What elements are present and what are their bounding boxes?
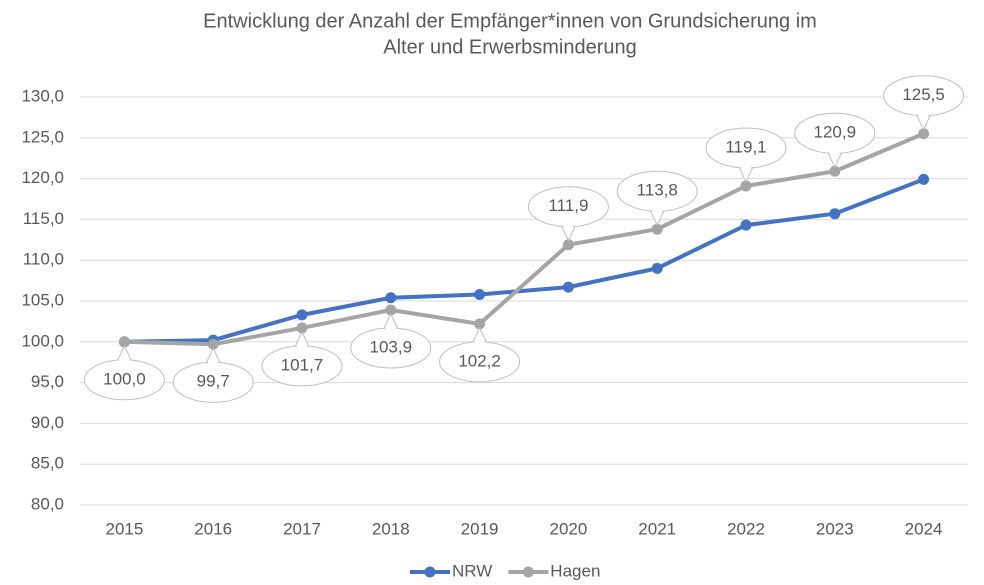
- x-tick-label: 2019: [461, 519, 499, 538]
- legend-marker: [424, 566, 436, 578]
- legend-label: NRW: [452, 561, 492, 580]
- callout-pointer-cover: [650, 206, 665, 224]
- point: [740, 180, 752, 192]
- data-label: 120,9: [814, 123, 857, 142]
- point: [918, 128, 930, 140]
- x-tick-label: 2018: [372, 519, 410, 538]
- x-tick-label: 2020: [549, 519, 587, 538]
- y-tick-label: 115,0: [23, 209, 64, 228]
- y-tick-label: 80,0: [31, 494, 64, 513]
- point: [829, 208, 841, 220]
- point: [829, 165, 841, 177]
- data-label: 99,7: [197, 372, 230, 391]
- point: [918, 173, 930, 185]
- callout-pointer-cover: [117, 347, 132, 365]
- y-tick-label: 90,0: [31, 413, 64, 432]
- data-label: 119,1: [725, 137, 766, 156]
- callout-pointer-cover: [383, 315, 398, 333]
- point: [651, 262, 663, 274]
- point: [296, 322, 308, 334]
- data-label: 100,0: [103, 369, 146, 388]
- legend-label: Hagen: [550, 561, 600, 580]
- callout-pointer-cover: [827, 148, 842, 166]
- point: [385, 292, 397, 304]
- y-tick-label: 110,0: [23, 250, 64, 269]
- data-label: 102,2: [458, 351, 501, 370]
- x-tick-label: 2023: [816, 519, 854, 538]
- y-tick-label: 95,0: [31, 372, 64, 391]
- y-tick-label: 130,0: [21, 86, 64, 105]
- x-tick-label: 2022: [727, 519, 765, 538]
- point: [474, 318, 486, 330]
- point: [385, 304, 397, 316]
- data-label: 111,9: [548, 196, 588, 215]
- point: [651, 223, 663, 235]
- callout-pointer-cover: [206, 350, 221, 368]
- point: [562, 281, 574, 293]
- point: [296, 309, 308, 321]
- series-line: [124, 177, 925, 344]
- chart-title: Alter und Erwerbsminderung: [383, 36, 636, 58]
- x-tick-label: 2015: [105, 519, 143, 538]
- y-tick-label: 100,0: [21, 331, 64, 350]
- series-line: [124, 131, 925, 347]
- point: [562, 239, 574, 251]
- y-tick-label: 85,0: [31, 454, 64, 473]
- x-tick-label: 2016: [194, 519, 232, 538]
- point: [740, 219, 752, 231]
- callout-pointer-cover: [561, 221, 576, 239]
- y-tick-label: 120,0: [21, 168, 64, 187]
- x-tick-label: 2024: [905, 519, 943, 538]
- x-tick-label: 2017: [283, 519, 321, 538]
- y-tick-label: 125,0: [21, 127, 64, 146]
- callout-pointer-cover: [916, 110, 931, 128]
- data-label: 103,9: [370, 337, 413, 356]
- data-label: 113,8: [637, 181, 678, 200]
- data-label: 125,5: [902, 85, 945, 104]
- point: [207, 338, 219, 350]
- x-tick-label: 2021: [638, 519, 676, 538]
- legend-marker: [522, 566, 534, 578]
- chart-title: Entwicklung der Anzahl der Empfänger*inn…: [203, 10, 817, 32]
- point: [474, 288, 486, 300]
- callout-pointer-cover: [739, 162, 753, 180]
- callout-pointer-cover: [472, 329, 487, 347]
- callout-pointer-cover: [295, 333, 309, 351]
- point: [118, 336, 130, 348]
- data-label: 101,7: [281, 355, 324, 374]
- y-tick-label: 105,0: [21, 290, 64, 309]
